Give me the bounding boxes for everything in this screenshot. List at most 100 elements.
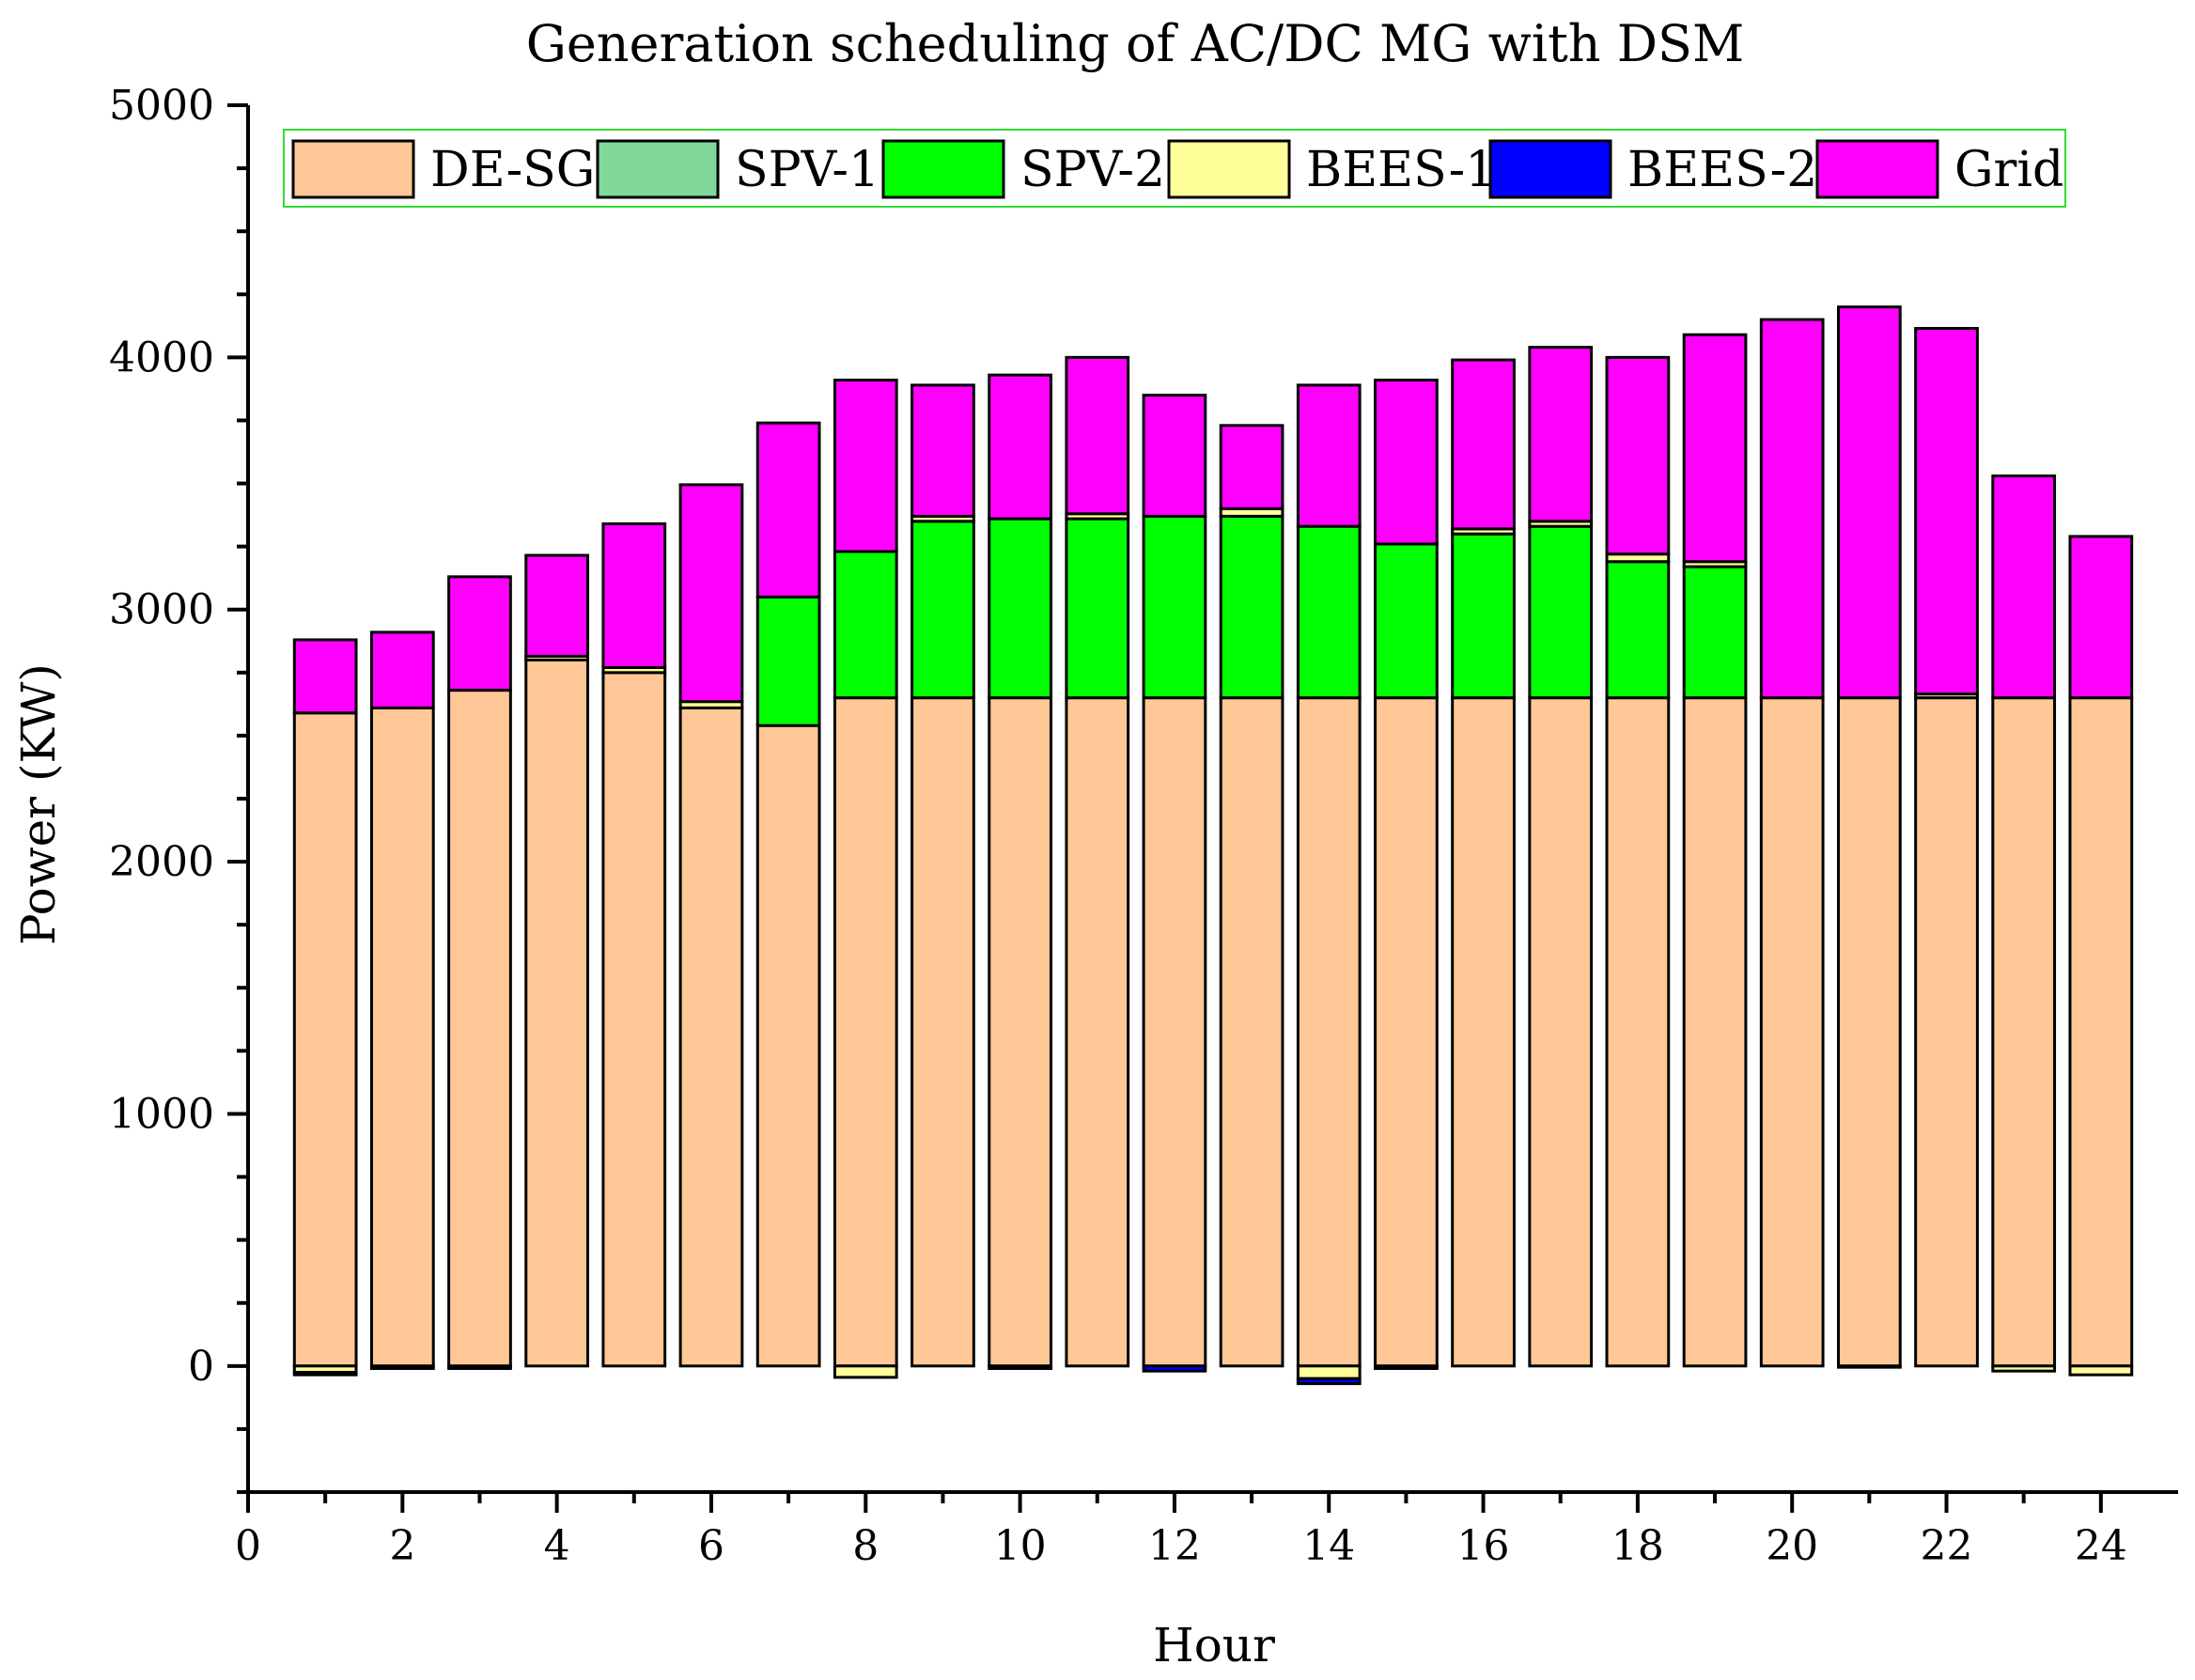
x-tick-label: 4 [544,1522,570,1570]
bar-grid-hour-17 [1528,346,1594,523]
bar-grid-hour-13 [1219,424,1284,510]
y-axis-label: Power (KW) [11,663,66,945]
bar-bees-1-hour-23 [1991,1364,2057,1373]
legend-label-bees-2: BEES-2 [1627,142,1817,198]
y-tick-label: 3000 [109,586,214,634]
bar-de-sg-hour-13 [1219,696,1284,1368]
bar-de-sg-hour-3 [447,689,512,1368]
bar-spv-2-hour-18 [1605,560,1671,700]
bar-de-sg-hour-6 [678,706,744,1368]
bar-bees-1-hour-14 [1296,1364,1362,1380]
bar-spv-2-hour-16 [1451,532,1516,700]
bar-grid-hour-3 [447,575,512,692]
bar-spv-2-hour-8 [833,550,898,700]
bar-spv-2-hour-12 [1142,514,1207,700]
bar-grid-hour-19 [1682,333,1748,564]
bars-layer [292,305,2134,1386]
bar-spv-2-hour-14 [1296,524,1362,700]
bar-grid-hour-18 [1605,355,1671,556]
bar-grid-hour-6 [678,483,744,704]
bar-spv-2-hour-19 [1682,565,1748,700]
x-tick-label: 0 [235,1522,261,1570]
bar-de-sg-hour-14 [1296,696,1362,1368]
bar-bees-1-hour-21 [1837,1364,1902,1369]
bar-de-sg-hour-1 [292,711,358,1368]
bar-grid-hour-4 [524,553,590,658]
bar-de-sg-hour-4 [524,658,590,1368]
bar-bees-1-hour-24 [2068,1364,2134,1377]
bar-de-sg-hour-18 [1605,696,1671,1368]
x-tick-label: 24 [2075,1522,2127,1570]
legend-swatch-bees-1 [1167,139,1291,199]
x-axis-label: Hour [1153,1618,1275,1672]
x-tick-label: 12 [1148,1522,1201,1570]
y-tick-label: 4000 [109,334,214,381]
bar-de-sg-hour-8 [833,696,898,1368]
bar-bees-1-hour-8 [833,1364,898,1379]
bar-grid-hour-23 [1991,474,2057,700]
x-tick-label: 20 [1766,1522,1818,1570]
bar-grid-hour-10 [988,373,1052,521]
bar-grid-hour-9 [911,383,975,518]
bar-grid-hour-22 [1914,327,1979,696]
y-tick-label: 1000 [109,1090,214,1138]
bar-grid-hour-20 [1759,318,1825,700]
x-tick-label: 10 [994,1522,1047,1570]
bar-de-sg-hour-23 [1991,696,2057,1368]
chart-title: Generation scheduling of AC/DC MG with D… [526,14,1745,73]
bar-de-sg-hour-16 [1451,696,1516,1368]
bar-bees-2-hour-2 [369,1365,435,1371]
legend-label-bees-1: BEES-1 [1306,142,1496,198]
bar-bees-1-hour-15 [1374,1364,1439,1370]
bar-spv-2-hour-10 [988,517,1052,700]
bar-de-sg-hour-10 [988,696,1052,1368]
bar-grid-hour-11 [1065,355,1130,516]
bar-grid-hour-2 [369,630,435,709]
bar-grid-hour-8 [833,379,898,553]
legend: DE-SG SPV-1 SPV-2 BEES-1 BEES-2 Grid [283,129,2066,208]
legend-swatch-grid [1815,139,1939,199]
x-tick-label: 2 [389,1522,415,1570]
bar-bees-2-hour-14 [1296,1377,1362,1386]
y-tick-label: 0 [188,1343,214,1391]
bar-de-sg-hour-24 [2068,696,2134,1368]
bar-grid-hour-7 [755,421,821,599]
x-tick-label: 8 [852,1522,879,1570]
bar-bees-2-hour-12 [1142,1364,1207,1373]
bar-grid-hour-16 [1451,358,1516,531]
legend-label-grid: Grid [1954,142,2063,198]
bar-de-sg-hour-21 [1837,696,1902,1368]
legend-label-spv-1: SPV-1 [735,142,880,198]
bar-grid-hour-24 [2068,535,2134,700]
bar-grid-hour-15 [1374,379,1439,546]
bar-de-sg-hour-15 [1374,696,1439,1368]
bar-bees-2-hour-3 [447,1364,512,1370]
x-tick-label: 22 [1921,1522,1973,1570]
legend-label-spv-2: SPV-2 [1020,142,1165,198]
x-tick-label: 14 [1302,1522,1355,1570]
bar-de-sg-hour-9 [911,696,975,1368]
bar-de-sg-hour-19 [1682,696,1748,1368]
bar-spv-2-hour-15 [1374,542,1439,700]
bar-de-sg-hour-11 [1065,696,1130,1368]
bar-grid-hour-12 [1142,394,1207,518]
bar-de-sg-hour-5 [601,671,667,1368]
y-tick-label: 2000 [109,838,214,886]
bar-de-sg-hour-12 [1142,696,1207,1368]
bar-spv-2-hour-13 [1219,514,1284,700]
bar-de-sg-hour-17 [1528,696,1594,1368]
legend-swatch-spv-1 [596,139,720,199]
legend-frame [283,129,2066,208]
legend-swatch-de-sg [291,139,415,199]
bar-grid-hour-14 [1296,383,1362,528]
bar-de-sg-hour-7 [755,723,821,1368]
legend-swatch-spv-2 [881,139,1005,199]
bar-grid-hour-21 [1837,305,1902,700]
bar-de-sg-hour-20 [1759,696,1825,1368]
x-tick-label: 6 [698,1522,724,1570]
x-tick-label: 18 [1611,1522,1664,1570]
y-tick-label: 5000 [109,82,214,130]
legend-swatch-bees-2 [1488,139,1612,199]
